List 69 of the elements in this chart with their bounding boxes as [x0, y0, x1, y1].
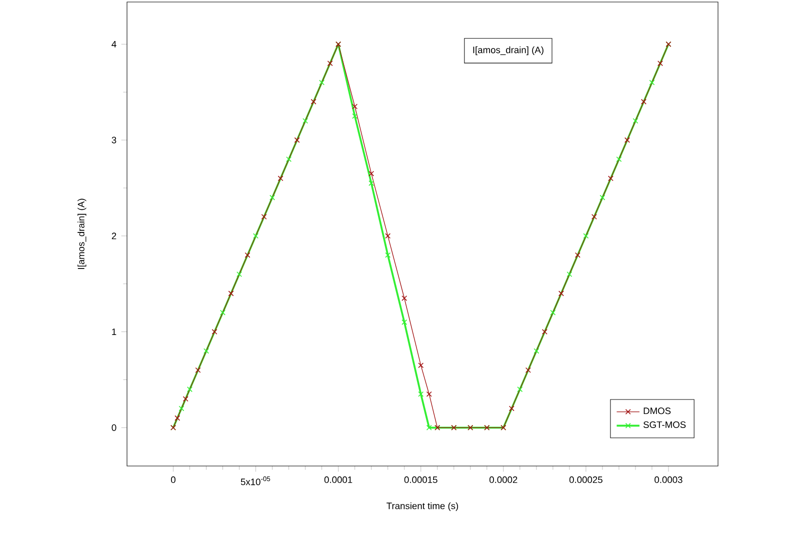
point: [600, 194, 606, 200]
point: [302, 118, 308, 124]
point: [418, 362, 424, 368]
point: [270, 194, 276, 200]
point: [195, 367, 201, 373]
point: [253, 233, 259, 239]
point: [632, 118, 638, 124]
point: [426, 424, 432, 430]
point: [525, 367, 531, 373]
point: [418, 391, 424, 397]
annotation: I[amos_drain] (A): [473, 46, 544, 56]
point: [203, 348, 209, 354]
x-tick-label: 0: [170, 476, 176, 483]
y-tick-label: 1: [112, 328, 116, 335]
point: [517, 386, 523, 392]
point: [186, 386, 192, 392]
point: [640, 98, 646, 104]
point: [286, 156, 292, 162]
legend-label: DMOS: [644, 408, 671, 414]
y-tick-label: 4: [112, 40, 116, 48]
point: [182, 396, 188, 402]
point: [426, 391, 432, 397]
point: [657, 60, 663, 66]
point: [174, 415, 180, 421]
x-tick-label: 5x10$^{-05}$: [240, 476, 270, 486]
x-tick-label: 0.00025: [569, 476, 602, 483]
x-axis-title: Transient time (s): [386, 502, 458, 512]
point: [352, 104, 358, 110]
point: [261, 214, 267, 220]
y-tick-label: 3: [112, 136, 116, 144]
x-tick-label: 0.0001: [324, 476, 352, 483]
point: [608, 176, 614, 182]
point: [624, 137, 630, 143]
point: [542, 329, 548, 335]
point: [550, 310, 556, 316]
point: [385, 252, 391, 258]
point: [278, 176, 284, 182]
point: [574, 252, 580, 258]
x-tick-label: 0.00015: [404, 476, 438, 483]
point: [310, 98, 316, 104]
point: [319, 80, 325, 86]
point: [616, 156, 622, 162]
point: [327, 60, 333, 66]
x-tick-label: 0.0003: [654, 476, 682, 483]
point: [649, 80, 655, 86]
point: [294, 137, 300, 143]
x-tick-label: 0.0002: [489, 476, 518, 483]
point: [212, 329, 218, 335]
point: [178, 406, 184, 412]
point: [244, 252, 250, 258]
point: [402, 295, 408, 301]
point: [368, 170, 374, 176]
y-tick-label: 2: [112, 232, 116, 240]
point: [566, 272, 572, 278]
point: [220, 310, 226, 316]
point: [508, 406, 514, 412]
point: [591, 214, 597, 220]
point: [385, 233, 391, 239]
point: [583, 233, 589, 239]
point: [228, 290, 234, 296]
point: [402, 319, 408, 325]
legend-label: SGT-MOS: [643, 421, 686, 428]
y-axis-title: I[amos_drain] (A): [78, 198, 86, 269]
point: [352, 113, 358, 119]
point: [236, 272, 242, 278]
point: [368, 180, 374, 186]
point: [558, 290, 564, 296]
point: [534, 348, 540, 354]
y-tick-label: 0: [112, 424, 116, 431]
